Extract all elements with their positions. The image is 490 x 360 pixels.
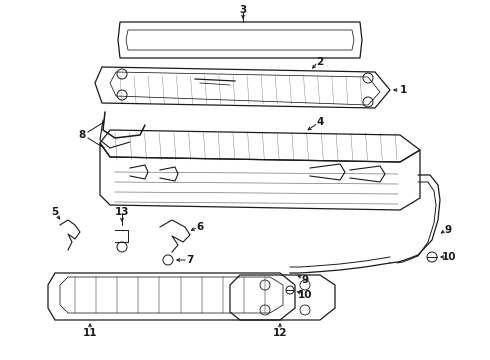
Text: 11: 11	[83, 328, 97, 338]
Text: 1: 1	[399, 85, 407, 95]
Text: 5: 5	[51, 207, 59, 217]
Text: 10: 10	[298, 290, 312, 300]
Text: 4: 4	[317, 117, 324, 127]
Text: 9: 9	[301, 275, 309, 285]
Text: 7: 7	[186, 255, 194, 265]
Text: 2: 2	[317, 57, 323, 67]
Text: 6: 6	[196, 222, 204, 232]
Text: 3: 3	[240, 5, 246, 15]
Text: 10: 10	[442, 252, 456, 262]
Text: 13: 13	[115, 207, 129, 217]
Text: 12: 12	[273, 328, 287, 338]
Text: 9: 9	[444, 225, 452, 235]
Text: 8: 8	[78, 130, 86, 140]
